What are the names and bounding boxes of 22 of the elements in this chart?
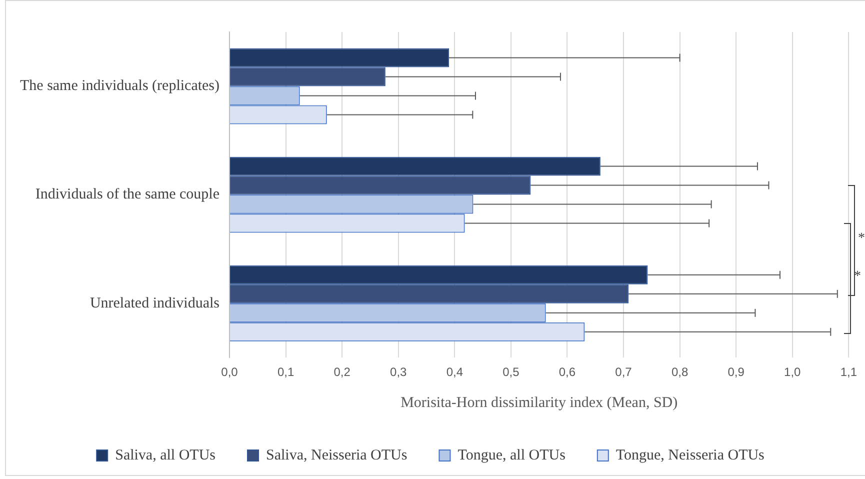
x-tick-label: 0,4 bbox=[446, 365, 464, 380]
x-tick-label: 1,0 bbox=[784, 365, 802, 380]
text: * bbox=[854, 268, 861, 285]
x-tick-label: 0,0 bbox=[221, 365, 238, 380]
y-tick-label: Individuals of the same couple bbox=[35, 186, 220, 203]
legend-label: Tongue, Neisseria OTUs bbox=[616, 447, 765, 464]
legend-label: Tongue, all OTUs bbox=[458, 447, 566, 464]
x-tick-label: 0,3 bbox=[390, 365, 408, 380]
y-tick-label: Unrelated individuals bbox=[90, 295, 220, 312]
text: * bbox=[858, 230, 865, 247]
x-tick-label: 0,8 bbox=[671, 365, 688, 380]
y-tick-label: The same individuals (replicates) bbox=[20, 78, 220, 94]
x-tick-label: 1,1 bbox=[840, 365, 858, 380]
legend-label: Saliva, all OTUs bbox=[115, 447, 216, 464]
x-tick-label: 0,9 bbox=[728, 365, 745, 380]
x-tick-label: 0,2 bbox=[334, 365, 351, 380]
x-tick-label: 0,5 bbox=[502, 365, 520, 380]
x-tick-label: 0,6 bbox=[558, 365, 576, 380]
x-tick-label: 0,1 bbox=[277, 365, 294, 380]
x-axis-title: Morisita-Horn dissimilarity index (Mean, SD) bbox=[400, 394, 678, 411]
legend-label: Saliva, Neisseria OTUs bbox=[266, 447, 408, 464]
x-tick-label: 0,7 bbox=[615, 365, 632, 380]
